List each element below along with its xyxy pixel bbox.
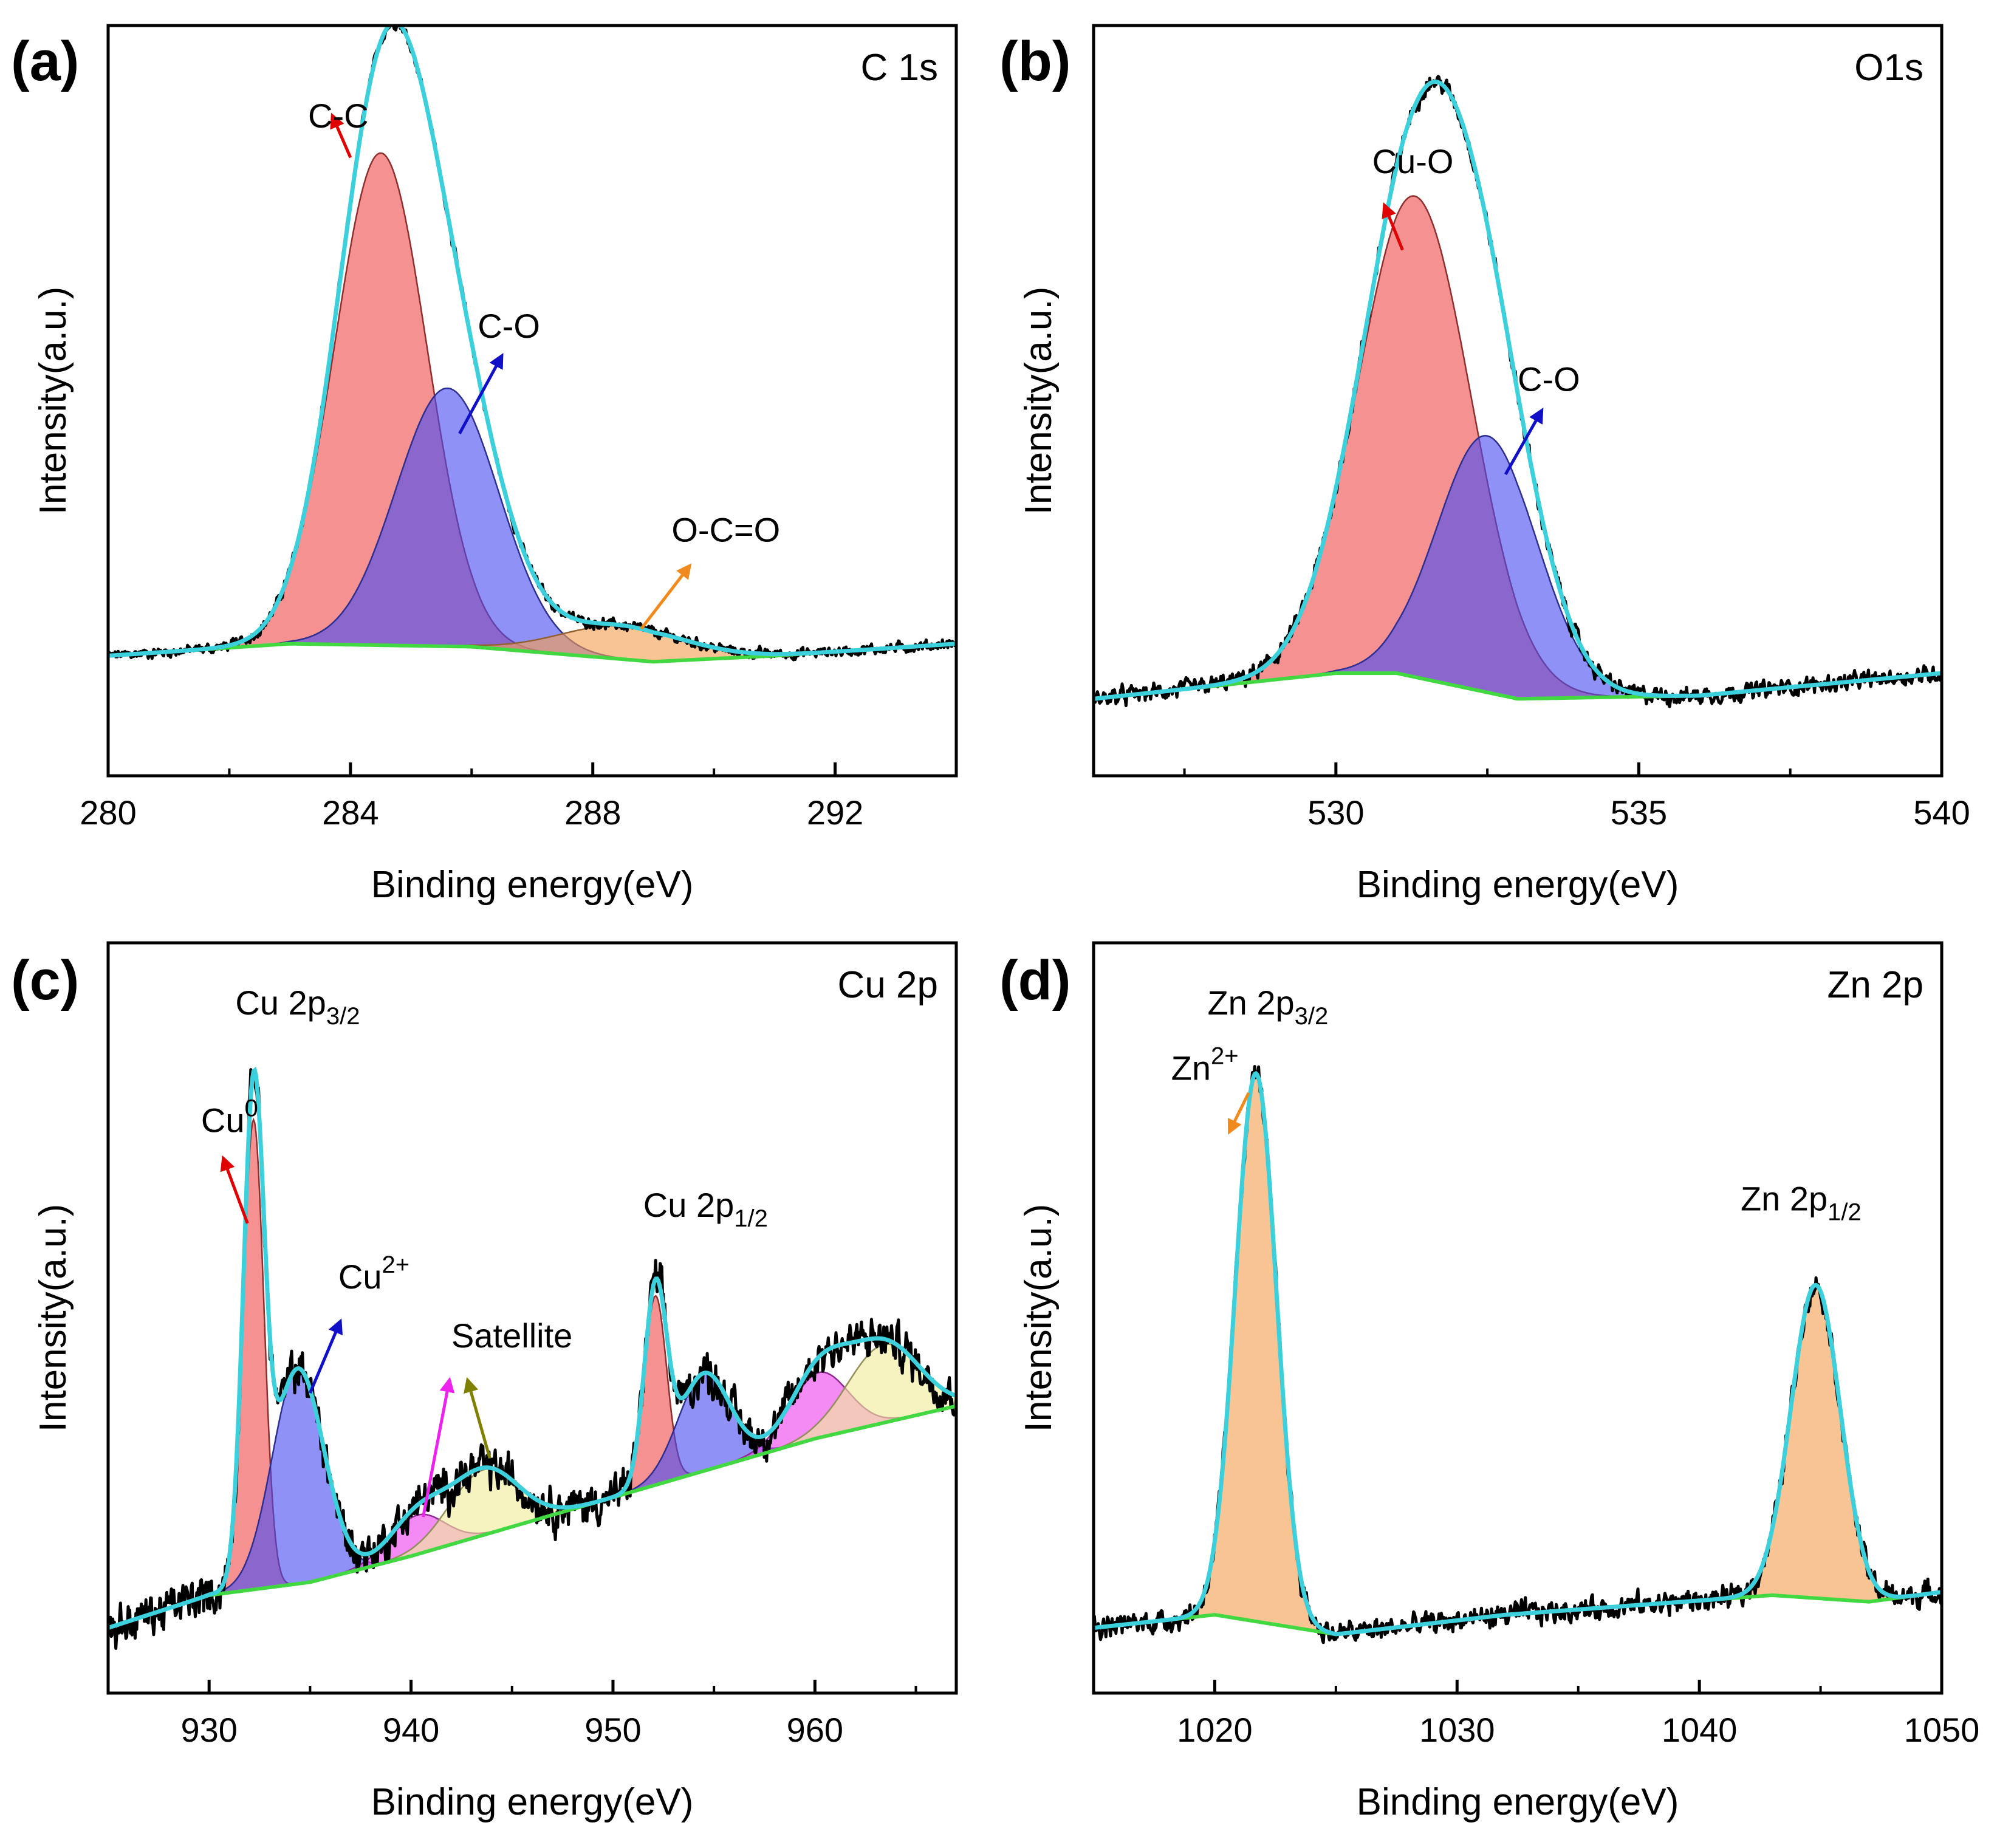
annotation-arrow-c-1 (309, 1318, 343, 1394)
peak-group-label-d-0: Zn 2p3/2 (1207, 984, 1328, 1030)
y-axis-title-d: Intensity(a.u.) (1018, 1204, 1060, 1432)
panel-letter-b: (b) (999, 30, 1070, 92)
plot-area-c (108, 1066, 956, 1650)
peak-group-label-c-0: Cu 2p3/2 (235, 984, 360, 1030)
plot-frame-d (1092, 941, 1944, 1695)
y-axis-title-b: Intensity(a.u.) (1018, 287, 1060, 515)
peak-group-sub-c-1: 1/2 (734, 1205, 768, 1232)
panels: 280 284 288 292 Binding energy(eV) Intensity(… (11, 24, 1980, 1823)
peak-group-sub-d-0: 3/2 (1295, 1003, 1329, 1030)
panel-title-d: Zn 2p (1827, 964, 1923, 1006)
plot-area-d (1094, 1065, 1942, 1644)
annotation-text-a-1: C-O (478, 307, 540, 345)
x-axis-title-d: Binding energy(eV) (1357, 1781, 1679, 1823)
annotation-sup-d-0: 2+ (1211, 1043, 1239, 1070)
annotation-text-c-0: Cu (201, 1101, 245, 1139)
tick-label-b-540: 540 (1913, 793, 1970, 832)
panel-title-c: Cu 2p (838, 964, 938, 1006)
annotation-label-c-1: Cu2+ (338, 1251, 409, 1296)
annotation-arrow-d-0 (1228, 1092, 1250, 1135)
annotation-label-b-0: Cu-O (1372, 142, 1454, 180)
peak-group-main-c-1: Cu 2p (643, 1186, 734, 1224)
panel-c: 930 940 950 960 Binding energy(eV) Intensity(… (11, 941, 958, 1823)
peak-group-main-d-0: Zn 2p (1207, 984, 1294, 1022)
panel-letter-a: (a) (11, 30, 79, 92)
annotation-sup-c-0: 0 (244, 1095, 258, 1121)
peak-group-sub-d-1: 1/2 (1827, 1199, 1862, 1225)
panel-a: 280 284 288 292 Binding energy(eV) Intensity(… (11, 24, 958, 906)
annotation-arrow-b-1 (1504, 407, 1544, 476)
annotation-label-a-2: O-C=O (671, 511, 780, 549)
annotation-arrow-c-2 (422, 1377, 455, 1518)
annotation-text-b-1: C-O (1518, 360, 1580, 399)
background-line-c (108, 1404, 956, 1630)
annotation-arrow-a-2 (640, 563, 692, 630)
tick-label-c-940: 940 (383, 1711, 439, 1749)
annotation-sup-c-1: 2+ (382, 1251, 410, 1278)
tick-label-c-950: 950 (584, 1711, 641, 1749)
tick-label-c-960: 960 (787, 1711, 843, 1749)
panel-title-a: C 1s (861, 47, 938, 89)
x-axis-title-c: Binding energy(eV) (371, 1781, 694, 1823)
annotation-arrow-c-0 (220, 1155, 249, 1224)
tick-label-b-530: 530 (1307, 793, 1364, 832)
peak-group-label-d-1: Zn 2p1/2 (1741, 1179, 1862, 1225)
peak-group-main-c-0: Cu 2p (235, 984, 326, 1022)
annotation-label-c-0: Cu0 (201, 1095, 258, 1139)
annotation-arrow-a-1 (458, 353, 504, 435)
y-axis-title-a: Intensity(a.u.) (32, 287, 74, 515)
x-axis-title-b: Binding energy(eV) (1357, 864, 1679, 906)
annotation-text-a-0: C-C (308, 97, 369, 135)
annotation-arrow-a-0 (330, 112, 352, 159)
plot-area-b (1094, 75, 1942, 708)
annotation-label-a-1: C-O (478, 307, 540, 345)
tick-label-a-288: 288 (564, 793, 621, 832)
annotation-label-a-0: C-C (308, 97, 369, 135)
plot-area-a (108, 26, 956, 664)
tick-label-a-280: 280 (80, 793, 136, 832)
envelope-fit-d (1094, 1070, 1942, 1637)
plot-frame-c (106, 941, 958, 1695)
envelope-fit-c (108, 1066, 956, 1630)
tick-label-d-1020: 1020 (1177, 1711, 1253, 1749)
tick-label-d-1030: 1030 (1419, 1711, 1495, 1749)
tick-label-a-284: 284 (322, 793, 379, 832)
panel-letter-d: (d) (999, 950, 1070, 1011)
tick-label-c-930: 930 (180, 1711, 237, 1749)
annotation-label-d-0: Zn2+ (1171, 1043, 1239, 1087)
annotation-text-d-0: Zn (1171, 1049, 1211, 1087)
envelope-fit-b (1094, 79, 1942, 701)
peak-group-main-d-1: Zn 2p (1741, 1179, 1827, 1217)
annotation-label-b-1: C-O (1518, 360, 1580, 399)
envelope-fit-a (108, 26, 956, 658)
y-axis-title-c: Intensity(a.u.) (32, 1204, 74, 1432)
annotation-text-a-2: O-C=O (671, 511, 780, 549)
tick-label-b-535: 535 (1611, 793, 1667, 832)
panel-title-b: O1s (1854, 47, 1923, 89)
peak-group-sub-c-0: 3/2 (326, 1003, 360, 1030)
tick-label-d-1050: 1050 (1904, 1711, 1980, 1749)
peak-group-label-c-1: Cu 2p1/2 (643, 1186, 768, 1232)
panel-d: 1020 1030 1040 1050 Binding energy(eV) Intens… (999, 941, 1980, 1823)
x-axis-title-a: Binding energy(eV) (371, 864, 694, 906)
annotation-text-c-1: Cu (338, 1258, 382, 1296)
panel-letter-c: (c) (11, 950, 79, 1011)
annotation-arrow-b-0 (1382, 202, 1404, 251)
annotation-text-b-0: Cu-O (1372, 142, 1454, 180)
panel-b: 530 535 540 Binding energy(eV) Intensity(a.u… (999, 24, 1970, 906)
tick-label-a-292: 292 (807, 793, 863, 832)
annotation-arrow-c-3 (464, 1377, 492, 1459)
plot-frame-a (106, 24, 958, 778)
tick-label-d-1040: 1040 (1662, 1711, 1738, 1749)
plot-frame-b (1092, 24, 1944, 778)
annotation-label-c-2: Satellite (451, 1316, 572, 1355)
annotation-text-c-2: Satellite (451, 1316, 572, 1355)
